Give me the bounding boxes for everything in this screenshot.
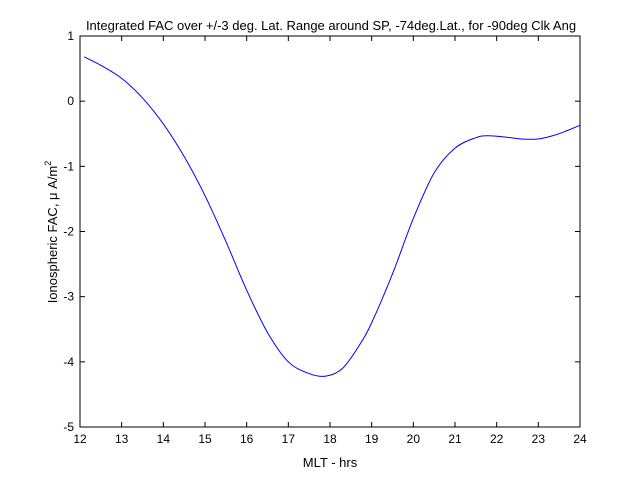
x-tick-label: 18 bbox=[323, 432, 337, 446]
x-tick-label: 16 bbox=[240, 432, 254, 446]
x-tick-label: 20 bbox=[407, 432, 421, 446]
x-tick-label: 14 bbox=[157, 432, 171, 446]
y-tick-label: 1 bbox=[67, 29, 74, 43]
y-axis-label: Ionospheric FAC, μ A/m2 bbox=[43, 161, 60, 304]
chart-title: Integrated FAC over +/-3 deg. Lat. Range… bbox=[86, 18, 576, 33]
x-tick-label: 13 bbox=[115, 432, 129, 446]
y-tick-label: -4 bbox=[63, 355, 74, 369]
x-tick-label: 12 bbox=[73, 432, 87, 446]
x-tick-label: 19 bbox=[365, 432, 379, 446]
y-tick-label: -3 bbox=[63, 290, 74, 304]
x-tick-label: 22 bbox=[490, 432, 504, 446]
y-tick-label: -1 bbox=[63, 159, 74, 173]
x-tick-label: 23 bbox=[532, 432, 546, 446]
y-axis-label-main: Ionospheric FAC, μ A/m bbox=[45, 166, 60, 304]
x-tick-label: 15 bbox=[198, 432, 212, 446]
x-axis-label: MLT - hrs bbox=[303, 455, 358, 470]
y-axis-label-superscript: 2 bbox=[43, 161, 53, 166]
x-tick-label: 24 bbox=[573, 432, 587, 446]
x-tick-label: 21 bbox=[448, 432, 462, 446]
y-tick-label: -2 bbox=[63, 225, 74, 239]
series-line bbox=[83, 56, 581, 377]
y-tick-label: -5 bbox=[63, 420, 74, 434]
x-tick-label: 17 bbox=[282, 432, 296, 446]
y-tick-label: 0 bbox=[67, 94, 74, 108]
plot-area: 12 13 14 15 16 17 18 19 20 21 22 23 24 1 0 -1 -2 -3 -4 -5 bbox=[63, 29, 587, 446]
